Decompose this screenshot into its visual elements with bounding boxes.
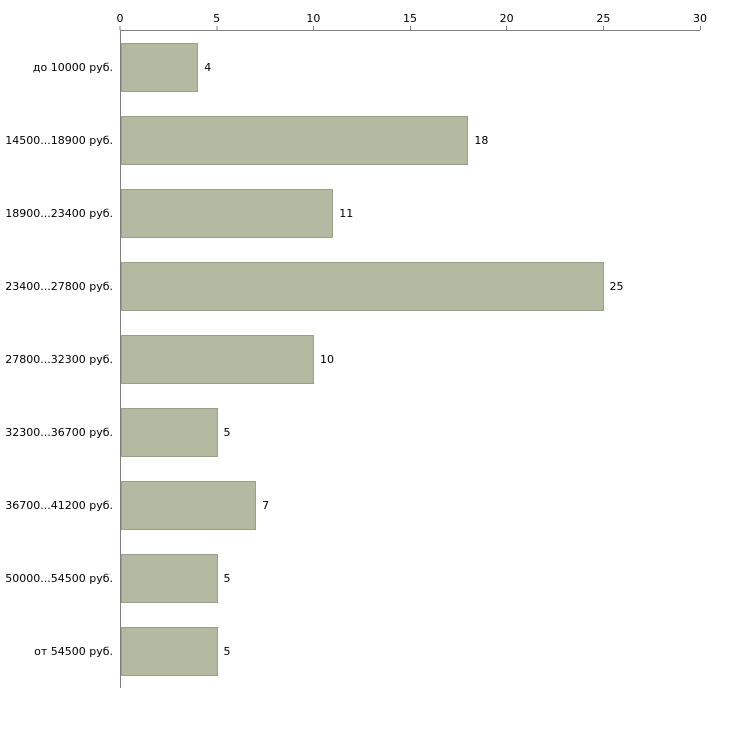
x-axis-tick-label: 20 [499,12,514,25]
x-axis-tick-label: 30 [693,12,707,25]
value-label: 11 [339,207,354,220]
bar [121,335,314,384]
x-axis-tick-mark [216,26,218,30]
bar-track: 5 [120,396,700,469]
x-axis: 0 5 10 15 20 25 30 [117,8,707,31]
x-axis-tick: 15 [403,13,417,30]
bar-track: 4 [120,31,700,104]
x-axis-tick: 30 [693,13,707,30]
x-axis-tick: 25 [596,13,610,30]
value-label: 4 [204,61,212,74]
x-axis-tick-mark [119,26,121,30]
bar [121,481,257,530]
bar-track: 10 [120,323,700,396]
bar [121,116,469,165]
bars-area: до 10000 руб. 4 14500...18900 руб. 18 18… [0,31,700,688]
category-label: 23400...27800 руб. [5,280,113,293]
x-axis-tick-label: 10 [306,12,321,25]
x-axis-tick-mark [409,26,411,30]
category-label: 18900...23400 руб. [5,207,113,220]
category-label: 36700...41200 руб. [5,499,113,512]
chart-row: от 54500 руб. 5 [0,615,700,688]
category-label: 27800...32300 руб. [5,353,113,366]
x-axis-tick: 10 [306,13,320,30]
value-label: 5 [223,572,231,585]
value-label: 7 [262,499,270,512]
x-axis-tick: 5 [213,13,220,30]
chart-row: 18900...23400 руб. 11 [0,177,700,250]
x-axis-tick-mark [602,26,604,30]
chart-row: 36700...41200 руб. 7 [0,469,700,542]
value-label: 25 [609,280,624,293]
x-axis-tick-label: 5 [213,12,221,25]
category-label: 32300...36700 руб. [5,426,113,439]
bar-track: 5 [120,542,700,615]
chart-row: 32300...36700 руб. 5 [0,396,700,469]
category-label: до 10000 руб. [32,61,113,74]
x-axis-tick: 0 [117,13,124,30]
chart-row: 14500...18900 руб. 18 [0,104,700,177]
chart-row: 27800...32300 руб. 10 [0,323,700,396]
x-axis-tick-label: 15 [403,12,417,25]
x-axis-tick-label: 0 [116,12,124,25]
bar [121,408,218,457]
value-label: 5 [223,426,231,439]
bar [121,554,218,603]
value-label: 18 [474,134,489,147]
category-label: 50000...54500 руб. [5,572,113,585]
x-axis-tick-mark [699,26,701,30]
bar [121,189,334,238]
value-label: 10 [320,353,334,366]
x-axis-tick-label: 25 [596,12,611,25]
bar-track: 5 [120,615,700,688]
bar [121,262,604,311]
bar-track: 18 [120,104,700,177]
category-label: 14500...18900 руб. [5,134,113,147]
x-axis-tick-mark [506,26,508,30]
bar-track: 11 [120,177,700,250]
x-axis-tick-mark [312,26,314,30]
chart-row: 50000...54500 руб. 5 [0,542,700,615]
chart-row: до 10000 руб. 4 [0,31,700,104]
bar-track: 25 [120,250,700,323]
x-axis-tick: 20 [500,13,514,30]
bar [121,43,199,92]
value-label: 5 [223,645,231,658]
bar [121,627,218,676]
bar-track: 7 [120,469,700,542]
chart-row: 23400...27800 руб. 25 [0,250,700,323]
category-label: от 54500 руб. [34,645,113,658]
